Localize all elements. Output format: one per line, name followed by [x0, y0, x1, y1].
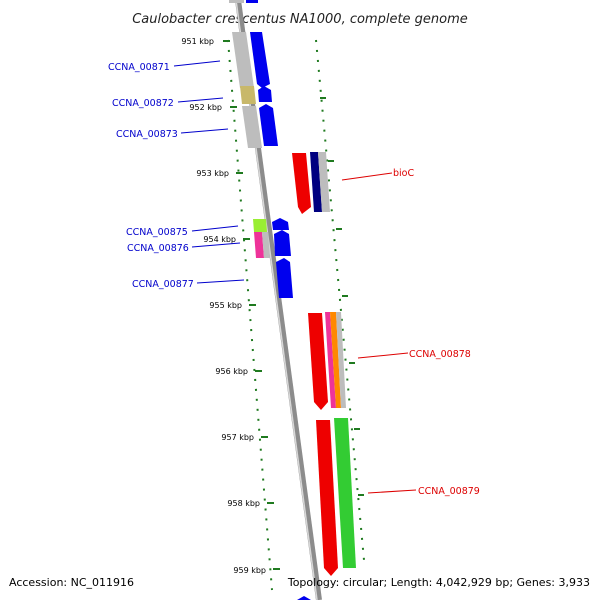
gene-label: CCNA_00872 [112, 98, 174, 109]
cog-bar [242, 106, 262, 148]
gene-arrow [334, 418, 356, 568]
scale-rail-left [227, 39, 273, 591]
scale-tick [358, 494, 364, 496]
gene-label: CCNA_00878 [409, 349, 471, 360]
gene-label: CCNA_00879 [418, 486, 480, 497]
gene-arrow [250, 32, 270, 88]
genes-right [292, 153, 356, 576]
cog-bar [262, 232, 270, 258]
gene-label: CCNA_00873 [116, 129, 178, 140]
gene-arrow [246, 0, 258, 3]
scale-label: 958 kbp [227, 499, 260, 508]
topology-text: Topology: circular; Length: 4,042,929 bp… [287, 576, 590, 589]
gene-arrow [274, 230, 291, 256]
scale-tick [243, 238, 250, 240]
gene-arrow [297, 596, 311, 600]
scale-tick [249, 304, 256, 306]
accession-text: Accession: NC_011916 [9, 576, 134, 589]
scale-ticks [223, 40, 364, 570]
gene-label: bioC [393, 168, 414, 179]
callout-line [191, 225, 239, 232]
gene-arrow [259, 104, 278, 146]
cog-bars-left [229, 0, 270, 258]
scale-tick [223, 40, 230, 42]
cog-bar [232, 32, 254, 88]
callouts-left [173, 60, 245, 284]
scale-tick [230, 106, 237, 108]
scale-tick [236, 172, 243, 174]
scale-tick [354, 428, 360, 430]
callout-line [196, 279, 245, 284]
gene-label: CCNA_00875 [126, 227, 188, 238]
callout-line [191, 242, 241, 248]
callout-line [367, 489, 417, 494]
scale-label: 957 kbp [221, 433, 254, 442]
cog-bar [229, 0, 244, 3]
genes-left [246, 0, 311, 600]
gene-label: CCNA_00871 [108, 62, 170, 73]
scale-label: 951 kbp [181, 37, 214, 46]
scale-label: 953 kbp [196, 169, 229, 178]
gene-arrow [316, 420, 338, 576]
scale-label: 952 kbp [189, 103, 222, 112]
gene-arrow [292, 153, 311, 214]
scale-label: 959 kbp [233, 566, 266, 575]
scale-tick [342, 295, 348, 297]
cog-bars-right [310, 152, 346, 408]
scale-label: 956 kbp [215, 367, 248, 376]
gene-arrow [272, 218, 289, 230]
callouts-right [341, 172, 417, 494]
scale-tick [273, 568, 280, 570]
callout-line [341, 172, 393, 181]
cog-bar [330, 312, 341, 408]
cog-bar [336, 312, 346, 408]
cog-bar [240, 86, 256, 104]
cog-bar [325, 312, 336, 408]
callout-line [357, 352, 409, 359]
map-title: Caulobacter crescentus NA1000, complete … [132, 12, 468, 27]
scale-tick [349, 362, 355, 364]
scale-tick [255, 370, 262, 372]
scale-tick [320, 97, 326, 99]
scale-tick [261, 436, 268, 438]
scale-label: 955 kbp [209, 301, 242, 310]
scale-tick [328, 160, 334, 162]
scale-tick [336, 228, 342, 230]
scale-label: 954 kbp [203, 235, 236, 244]
callout-line [180, 128, 229, 134]
gene-label: CCNA_00877 [132, 279, 194, 290]
scale-tick [267, 502, 274, 504]
callout-line [173, 60, 221, 67]
gene-arrow [258, 86, 272, 102]
callout-line [177, 97, 224, 103]
gene-arrow [276, 258, 293, 298]
gene-arrow [308, 313, 328, 410]
gene-label: CCNA_00876 [127, 243, 189, 254]
cog-bar [253, 219, 267, 232]
cog-bar [254, 232, 264, 258]
cog-bar [318, 152, 330, 212]
scale-rail-right [315, 39, 365, 561]
